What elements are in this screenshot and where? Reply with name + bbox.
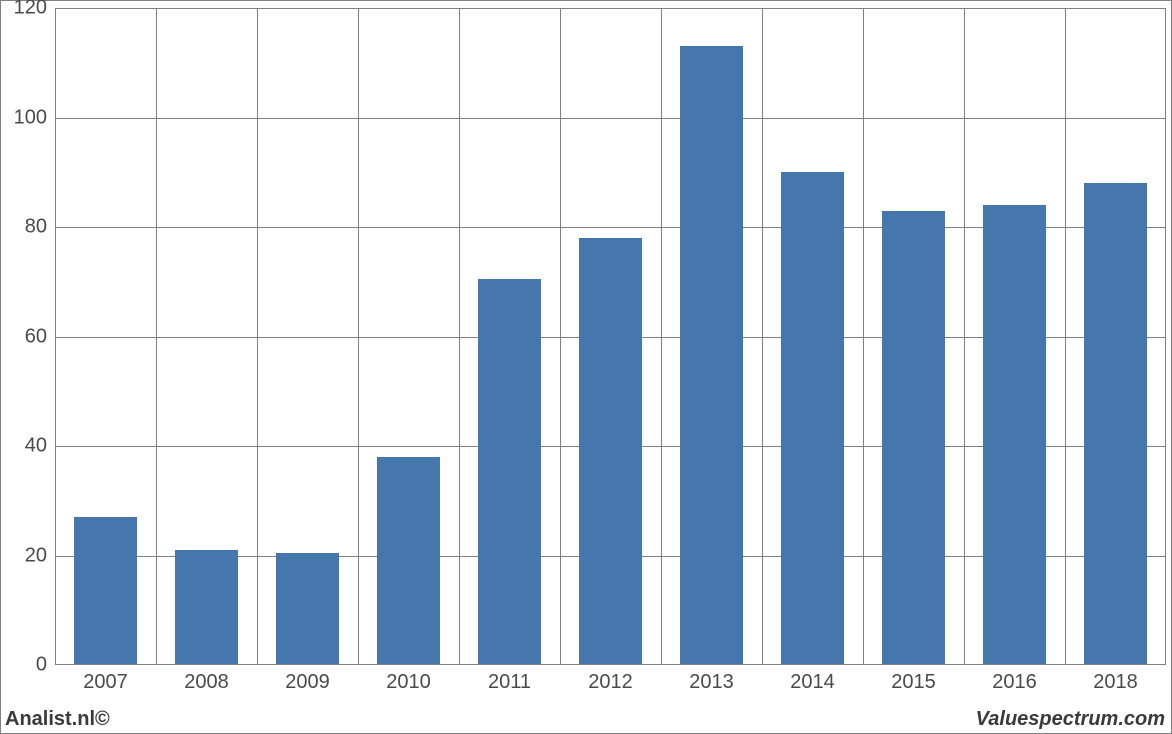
footer-right-credit: Valuespectrum.com (976, 708, 1165, 731)
x-axis-tick-label: 2013 (689, 671, 734, 694)
x-axis-tick-label: 2012 (588, 671, 633, 694)
y-axis-tick-label: 40 (1, 435, 47, 458)
y-axis-tick-label: 60 (1, 325, 47, 348)
plot-border (55, 8, 1166, 665)
chart-area: 0204060801001202007200820092010201120122… (55, 8, 1166, 665)
x-axis-tick-label: 2010 (386, 671, 431, 694)
x-axis-tick-label: 2014 (790, 671, 835, 694)
x-axis-tick-label: 2009 (285, 671, 330, 694)
y-axis-tick-label: 120 (1, 0, 47, 20)
y-axis-tick-label: 20 (1, 544, 47, 567)
chart-frame: 0 20 40 60 80 100 120 2007 2008 2009 2010 2011 2012 2… (0, 0, 1172, 734)
footer-left-credit: Analist.nl© (5, 708, 110, 731)
x-axis-tick-label: 2015 (891, 671, 936, 694)
x-axis-tick-label: 2018 (1093, 671, 1138, 694)
y-axis-tick-label: 80 (1, 216, 47, 239)
y-axis-tick-label: 0 (1, 654, 47, 677)
x-axis-tick-label: 2016 (992, 671, 1037, 694)
x-axis-tick-label: 2007 (83, 671, 128, 694)
y-axis-tick-label: 100 (1, 106, 47, 129)
x-axis-tick-label: 2008 (184, 671, 229, 694)
x-axis-tick-label: 2011 (488, 671, 531, 694)
